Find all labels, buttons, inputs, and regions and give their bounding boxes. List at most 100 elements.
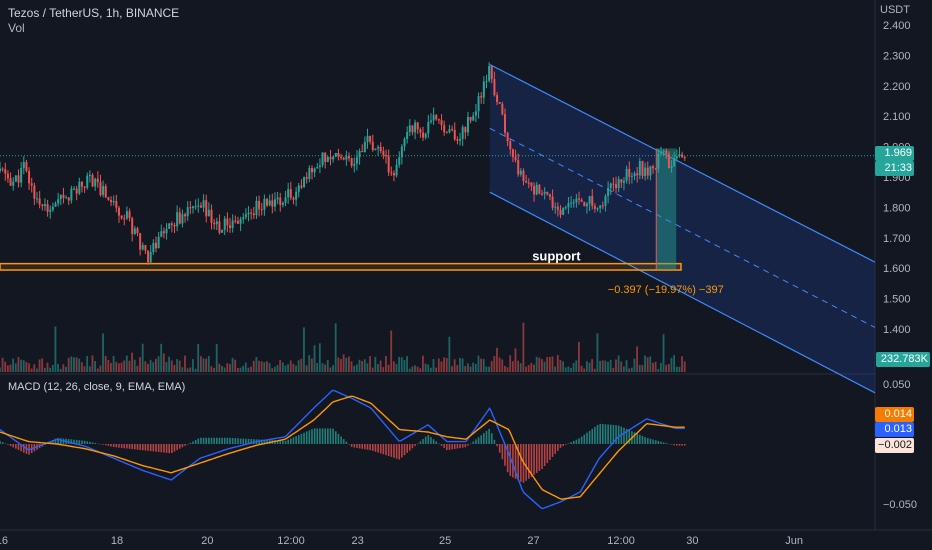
candle-body [75,188,78,194]
time-tick-label: 20 [201,535,213,547]
macd-histogram-bar [292,437,295,444]
volume-bar [588,362,591,372]
volume-bar [451,366,453,372]
candle-body [675,156,678,159]
candle-body [416,122,419,130]
volume-bar [207,356,210,372]
macd-histogram-bar [57,437,59,444]
candle-body [139,233,142,250]
macd-histogram-bar [512,444,514,478]
volume-bar [20,359,22,372]
candle-body [234,220,237,222]
candle-body [133,228,136,234]
macd-histogram-bar [313,428,316,444]
macd-histogram-bar [414,444,416,446]
volume-bar [398,357,401,372]
volume-bar [601,360,604,372]
candle-body [308,168,311,179]
macd-histogram-bar [200,437,202,444]
candle-body [199,205,202,208]
macd-histogram-bar [141,444,144,451]
time-tick-label: Jun [785,535,803,547]
candle-body [59,194,62,200]
volume-bar [160,343,163,372]
volume-bar [170,360,173,372]
volume-bar [615,359,617,372]
volume-bar [30,368,33,372]
candle-body [649,166,652,176]
price-tick-label: 2.400 [883,20,911,32]
candle-body [329,157,332,160]
candle-body [22,162,25,169]
volume-bar [210,366,213,372]
volume-bar [308,355,311,372]
volume-bar [403,359,406,372]
volume-bar [213,367,215,372]
candle-body [318,165,321,167]
candle-body [57,199,60,204]
candle-body [422,132,425,138]
candle-body [305,177,308,179]
macd-histogram-bar [139,444,141,450]
macd-histogram-bar [15,444,17,449]
volume-bar [295,365,297,372]
macd-histogram-bar [639,434,641,444]
channel-fill [489,64,875,393]
macd-histogram-bar [496,444,498,447]
volume-bar [80,362,83,372]
candle-body [337,152,340,157]
macd-histogram-bar [242,438,245,444]
candle-body [379,146,382,152]
candle-body [28,170,31,184]
volume-bar [136,365,139,372]
candle-body [99,182,102,196]
volume-bar [667,364,670,372]
candle-body [186,207,189,217]
volume-bar [517,360,520,372]
volume-bar [665,364,668,372]
volume-bar [670,357,673,372]
macd-histogram-bar [390,444,393,457]
macd-histogram-bar [538,444,541,471]
macd-histogram-bar [557,444,559,451]
volume-bar [186,368,189,372]
volume-bar [546,356,549,372]
candle-body [110,200,113,203]
candle-body [615,184,618,189]
candle-body [136,228,139,234]
macd-histogram-bar [260,439,263,444]
macd-histogram-bar [625,428,628,444]
volume-bar [562,361,564,372]
macd-histogram-bar [186,444,189,445]
macd-histogram-bar [321,428,324,444]
volume-bar [139,357,141,372]
macd-histogram-bar [668,443,670,445]
macd-histogram-bar [371,444,374,451]
macd-histogram-bar [311,429,313,444]
macd-histogram-bar [678,444,681,446]
macd-histogram-bar [570,442,572,444]
macd-histogram-bar [475,439,477,444]
macd-histogram-bar [319,428,321,444]
macd-histogram-bar [612,424,615,444]
countdown-tag: 21:33 [875,161,914,176]
candle-body [258,200,261,210]
macd-histogram-bar [345,441,348,444]
candle-body [437,119,440,121]
volume-bar [379,360,382,372]
candle-body [70,188,73,201]
volume-bar [300,358,303,372]
macd-histogram-bar [374,444,377,452]
macd-histogram-bar [303,432,305,444]
candle-body [215,221,218,225]
candle-body [578,198,581,200]
macd-histogram-bar [274,440,276,444]
volume-bar [628,368,631,372]
volume-bar [673,355,676,372]
candle-body [345,156,348,160]
time-tick-label: 12:00 [607,535,635,547]
candle-body [91,174,94,187]
macd-histogram-bar [498,444,501,453]
candle-body [453,129,456,140]
